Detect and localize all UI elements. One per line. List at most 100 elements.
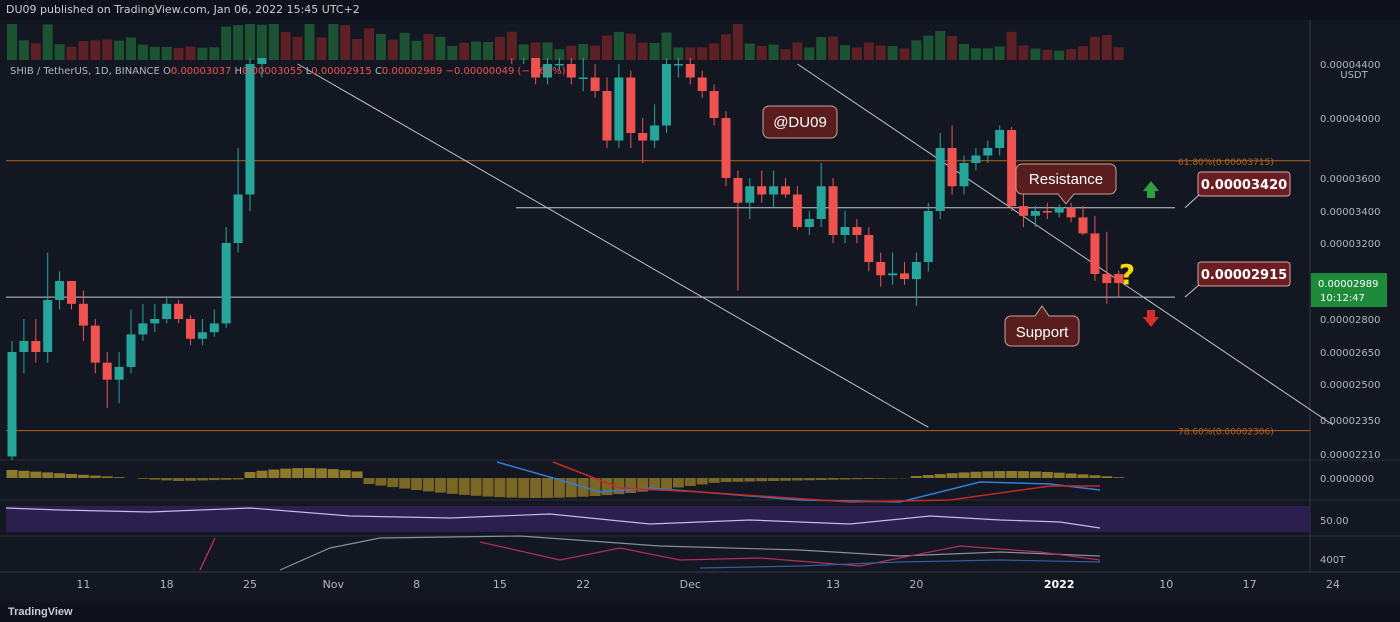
y-axis-tick-label: 0.00002650 [1320, 348, 1380, 359]
macd-histogram-bar [434, 478, 446, 493]
candle-body [233, 194, 243, 243]
high-value: 0.00003055 [242, 66, 303, 77]
volume-bar [851, 47, 862, 60]
macd-histogram-bar [922, 475, 934, 478]
volume-bar [340, 25, 351, 60]
volume-bar [137, 44, 148, 60]
x-axis-tick-label: 24 [1326, 578, 1340, 591]
resistance-text: Resistance [1029, 171, 1103, 188]
candle-body [174, 303, 184, 319]
candle-body [1019, 206, 1028, 216]
volume-bar [637, 42, 648, 60]
candle-body [947, 148, 957, 187]
candle-body [1066, 207, 1076, 218]
y-axis-unit: USDT [1340, 70, 1368, 81]
volume-bar [721, 34, 731, 60]
candle-body [650, 125, 660, 141]
candle-body [602, 91, 612, 141]
volume-bar [673, 47, 684, 60]
publish-bar: DU09 published on TradingView.com, Jan 0… [0, 0, 1400, 20]
price-label-value: 0.00003420 [1201, 178, 1287, 193]
macd-histogram-bar [363, 478, 375, 484]
macd-histogram-bar [756, 478, 768, 482]
volume-bar [1066, 48, 1077, 60]
x-axis-tick-label: 11 [76, 578, 90, 591]
candle-body [162, 303, 172, 319]
volume-bar [911, 40, 922, 60]
volume-bar [840, 45, 850, 60]
macd-histogram-bar [1018, 471, 1029, 478]
volume-bar [459, 42, 470, 60]
low-label: L [305, 66, 312, 77]
macd-histogram-bar [30, 471, 42, 478]
volume-bar [280, 32, 291, 60]
candle-body [1054, 207, 1064, 213]
candle-body [995, 130, 1005, 148]
volume-bar [1006, 31, 1017, 60]
x-axis-tick-label: 8 [413, 578, 420, 591]
candle-body [757, 186, 767, 195]
candle-body [828, 186, 838, 235]
volume-bar [899, 48, 910, 60]
candle-body [67, 281, 76, 304]
volume-bar [233, 25, 244, 60]
macd-histogram-bar [1053, 472, 1065, 478]
macd-histogram-bar [244, 472, 256, 478]
macd-histogram-bar [875, 478, 887, 479]
macd-histogram-bar [530, 478, 542, 498]
y-axis-tick-label: 0.00002500 [1320, 380, 1380, 391]
support-text: Support [1016, 324, 1069, 341]
x-axis-tick-label: 18 [160, 578, 174, 591]
macd-histogram-bar [744, 478, 756, 482]
volume-bar [602, 35, 612, 60]
macd-histogram-bar [982, 471, 994, 478]
volume-bar [697, 47, 708, 60]
macd-histogram-bar [54, 473, 66, 478]
volume-bar [1018, 45, 1029, 60]
candle-body [543, 64, 552, 78]
macd-histogram-bar [387, 478, 399, 488]
candles-group [7, 58, 1124, 460]
candle-body [781, 186, 790, 195]
macd-zero-label: 0.0000000 [1320, 474, 1374, 485]
volume-bar [185, 46, 196, 60]
candle-body [1102, 273, 1112, 284]
y-axis-tick-label: 0.00003400 [1320, 207, 1380, 218]
volume-bar [554, 49, 565, 60]
candle-body [876, 262, 886, 276]
volume-bar [42, 24, 53, 61]
candle-body [959, 163, 969, 187]
x-axis-tick-label: Nov [323, 578, 345, 591]
macd-histogram-bar [863, 478, 875, 479]
macd-histogram-bar [161, 478, 173, 481]
volume-bar [494, 36, 505, 60]
candle-body [554, 64, 564, 66]
volume-bar [804, 47, 815, 60]
candle-body [590, 77, 600, 91]
macd-histogram-bar [89, 475, 101, 478]
volume-bar [756, 45, 767, 60]
macd-histogram-bar [649, 478, 661, 491]
tradingview-logo: TradingView [8, 606, 73, 618]
volume-bar [816, 37, 827, 60]
macd-histogram-bar [1006, 471, 1018, 478]
candle-body [840, 227, 850, 235]
macd-histogram-bar [1065, 473, 1077, 478]
volume-bar [566, 45, 577, 60]
x-axis-tick-label: 13 [826, 578, 840, 591]
candle-body [935, 148, 945, 211]
macd-histogram-bar [661, 478, 672, 489]
volume-bar [90, 40, 101, 60]
candle-body [673, 64, 683, 66]
macd-histogram-bar [1089, 475, 1101, 478]
low-value: 0.00002915 [311, 66, 372, 77]
symbol-name: SHIB / TetherUS, 1D, BINANCE [10, 66, 160, 77]
candle-body [911, 262, 921, 280]
macd-histogram-bar [970, 471, 982, 478]
open-value: 0.00003037 [170, 66, 232, 77]
macd-histogram-bar [304, 468, 315, 478]
volume-bar [304, 24, 315, 60]
candle-body [709, 91, 719, 118]
volume-bar [1042, 49, 1053, 60]
